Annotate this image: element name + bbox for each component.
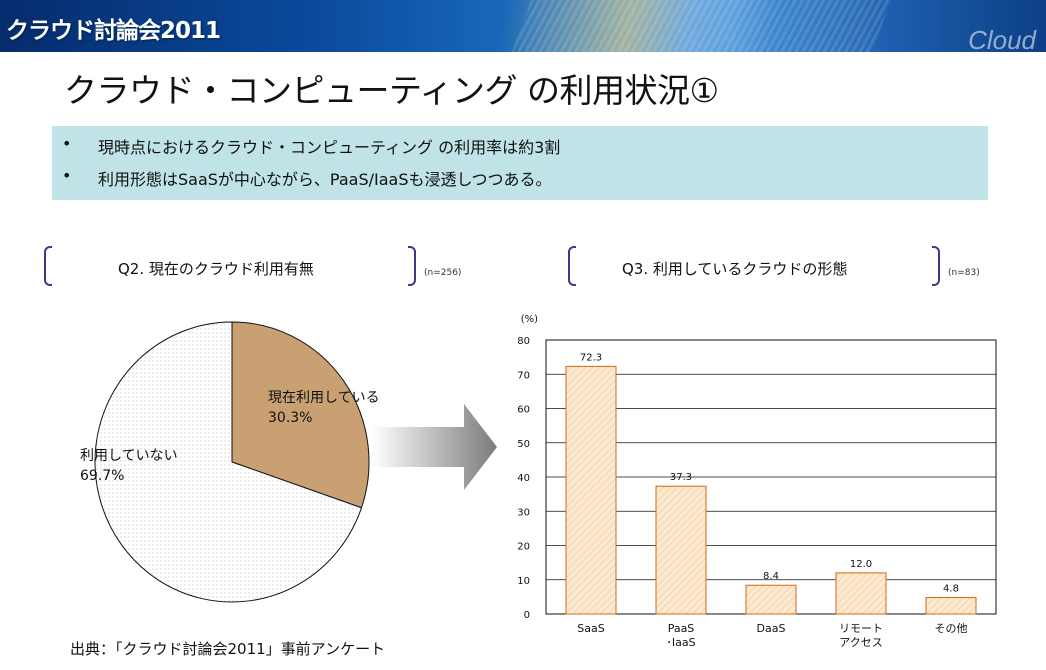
bullet-marker: • (62, 166, 72, 185)
y-tick-label: 40 (517, 473, 530, 484)
source-citation: 出典：「クラウド討論会2011」事前アンケート (70, 640, 386, 658)
x-tick-label: その他 (935, 622, 968, 635)
pie-slice-value: 30.3% (268, 410, 312, 426)
bullet-text: 利用形態はSaaSが中心ながら、PaaS/IaaSも浸透しつつある。 (98, 170, 552, 189)
header-banner: クラウド討論会2011 Cloud (0, 0, 1046, 52)
bar (565, 365, 617, 615)
q3-bracket-left (568, 246, 576, 286)
bar-chart: (%) 0 10 20 30 40 50 60 70 80 72.3 SaaS 37.3 PaaS･Iaa… (517, 314, 997, 649)
bullet-marker: • (62, 134, 72, 153)
pie-slice-value: 69.7% (80, 468, 124, 484)
pie-slice (231, 321, 370, 509)
q3-question: Q3. 利用しているクラウドの形態 (622, 260, 848, 278)
banner-brand: Cloud (968, 25, 1036, 52)
bar (745, 584, 797, 615)
pie-slice-label: 現在利用している (268, 390, 380, 406)
y-tick-label: 60 (517, 405, 530, 416)
bar-value-label: 8.4 (763, 571, 779, 582)
y-tick-label: 80 (517, 336, 530, 347)
x-tick-label: リモート (839, 622, 883, 635)
q2-question: Q2. 現在のクラウド利用有無 (118, 260, 314, 278)
x-tick-label: SaaS (577, 622, 604, 635)
y-tick-label: 30 (517, 507, 530, 518)
q2-sample-size: (n=256) (424, 268, 462, 278)
q2-bracket-left (44, 246, 52, 286)
pie-slice (94, 321, 363, 603)
q3-sample-size: (n=83) (948, 268, 980, 278)
y-tick-label: 70 (517, 370, 530, 381)
x-tick-label: PaaS (668, 622, 695, 635)
banner-title: クラウド討論会2011 (6, 18, 221, 44)
pie-slice-label: 利用していない (80, 448, 178, 464)
y-tick-label: 0 (524, 610, 530, 621)
q3-bracket-right (932, 246, 940, 286)
bar-value-label: 12.0 (850, 559, 872, 570)
bar (655, 485, 707, 615)
x-tick-label: DaaS (757, 622, 786, 635)
bar-value-label: 72.3 (580, 352, 602, 363)
y-tick-label: 20 (517, 542, 530, 553)
bullet-text: 現時点におけるクラウド・コンピューティング の利用率は約3割 (98, 138, 561, 157)
bar-value-label: 4.8 (943, 584, 959, 595)
summary-box: • 現時点におけるクラウド・コンピューティング の利用率は約3割 • 利用形態は… (52, 126, 988, 200)
y-tick-label: 50 (517, 439, 530, 450)
x-tick-label: ･IaaS (666, 636, 695, 649)
bar (835, 572, 887, 615)
bar (925, 597, 977, 615)
q2-bracket-right (408, 246, 416, 286)
x-tick-label: アクセス (839, 636, 882, 649)
slide-title: クラウド・コンピューティング の利用状況① (64, 71, 719, 110)
y-tick-label: 10 (517, 576, 530, 587)
arrow-icon (372, 404, 497, 490)
bar-value-label: 37.3 (670, 472, 692, 483)
y-axis-unit: (%) (521, 314, 538, 325)
pie-chart: 現在利用している 30.3% 利用していない 69.7% (80, 321, 380, 603)
